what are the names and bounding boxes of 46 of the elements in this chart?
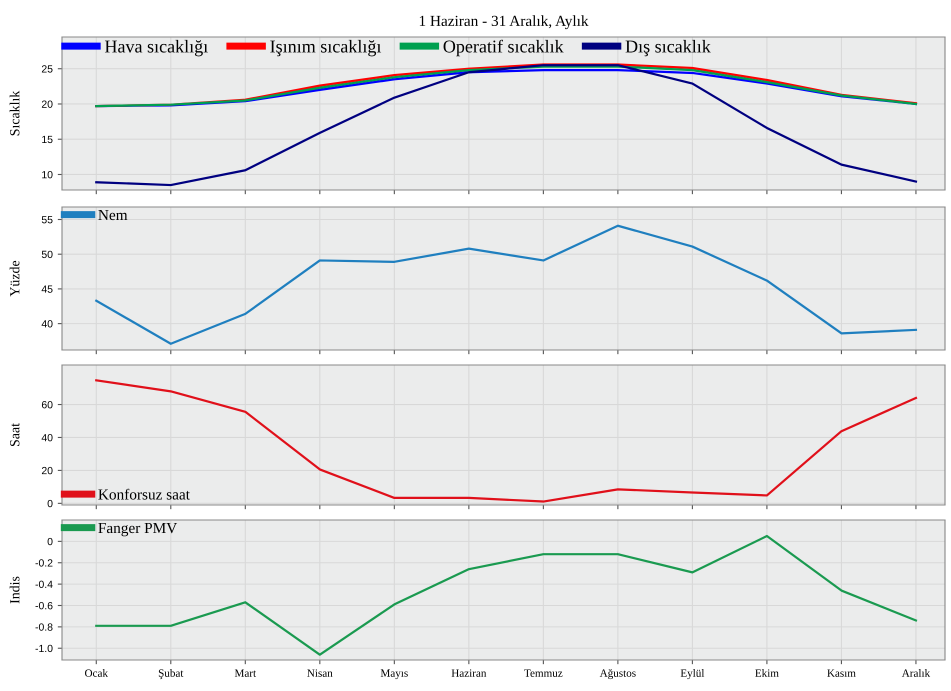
x-tick-label: Şubat (158, 669, 184, 680)
chart-title: 1 Haziran - 31 Aralık, Aylık (420, 15, 589, 30)
legend-label: Fanger PMV (98, 522, 178, 536)
line-series (95, 379, 918, 503)
y-tick-label: 45 (42, 286, 53, 293)
y-tick-label: 55 (42, 216, 53, 224)
line-series (95, 534, 918, 656)
y-tick-label: 60 (42, 401, 53, 408)
y-tick-label: 20 (42, 466, 53, 474)
y-tick-label: -1.0 (35, 644, 53, 652)
y-tick-label: 20 (42, 100, 53, 108)
y-axis-title: Sıcaklık (10, 90, 20, 136)
y-axis-title: Yüzde (10, 260, 20, 296)
x-tick-label: Aralık (902, 669, 930, 677)
y-tick-label: -0.4 (35, 580, 53, 588)
legend-label: Konforsuz saat (98, 488, 190, 500)
y-tick-label: -0.6 (35, 602, 53, 610)
y-tick-label: 0 (48, 538, 53, 546)
x-tick-label: Ekim (755, 669, 779, 677)
x-tick-label: Haziran (452, 669, 486, 677)
y-tick-label: 0 (48, 500, 53, 508)
legend-label: Dış sıcaklık (626, 40, 711, 56)
x-tick-label: Nisan (307, 669, 333, 677)
x-tick-label: Mayıs (380, 669, 408, 680)
line-series (95, 64, 918, 186)
y-tick-label: -0.8 (35, 623, 53, 631)
y-tick-label: -0.2 (35, 559, 52, 567)
x-tick-label: Ocak (85, 669, 108, 677)
legend-label: Nem (98, 210, 128, 220)
x-tick-label: Eylül (680, 669, 704, 680)
y-axis-title: Indis (10, 576, 20, 604)
y-tick-label: 40 (42, 434, 53, 442)
legend-label: Hava sıcaklığı (104, 40, 208, 56)
y-tick-label: 15 (42, 136, 53, 144)
legend-label: Operatif sıcaklık (444, 40, 564, 56)
x-tick-label: Mart (234, 669, 256, 677)
y-tick-label: 25 (42, 65, 53, 73)
legend-label: Işınım sıcaklığı (270, 40, 382, 56)
y-tick-label: 40 (42, 320, 53, 328)
x-tick-label: Ağustos (600, 669, 636, 680)
y-tick-label: 10 (42, 170, 53, 178)
y-axis-title: Saat (10, 423, 20, 446)
line-series (95, 224, 918, 345)
x-tick-label: Temmuz (524, 669, 562, 677)
y-tick-label: 50 (42, 250, 53, 258)
x-tick-label: Kasım (827, 669, 856, 677)
